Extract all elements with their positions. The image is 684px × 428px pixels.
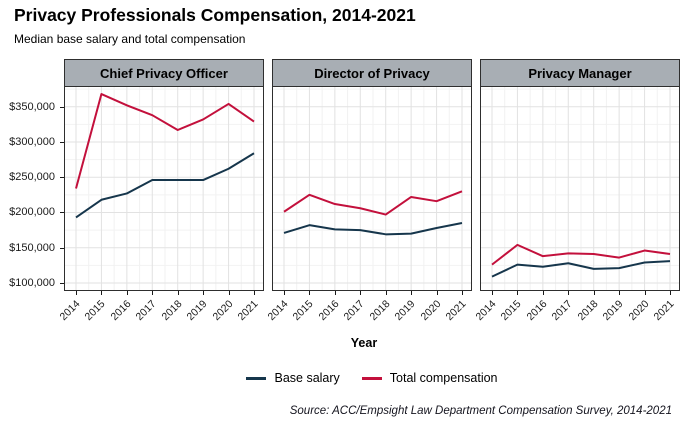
legend-label-total-compensation: Total compensation — [389, 371, 498, 385]
plot-svg — [65, 87, 263, 290]
x-tick-label: 2020 — [626, 298, 652, 324]
facet-strip-privacy-manager: Privacy Manager — [480, 59, 680, 87]
chart-subtitle: Median base salary and total compensatio… — [14, 32, 246, 46]
base-salary-line — [491, 260, 671, 278]
base-salary-line — [283, 222, 463, 236]
y-tick-mark — [60, 282, 64, 284]
x-tick-label: 2020 — [418, 298, 444, 324]
x-tick-mark — [568, 291, 570, 295]
x-tick-label: 2019 — [600, 298, 626, 324]
x-tick-label: 2018 — [159, 298, 185, 324]
x-tick-mark — [644, 291, 646, 295]
y-axis: $100,000 $150,000 $200,000 $250,000 $300,000… — [0, 59, 64, 349]
source-caption: Source: ACC/Empsight Law Department Comp… — [289, 405, 672, 417]
total-compensation-line — [75, 93, 255, 189]
plot-area — [64, 86, 264, 291]
total-compensation-line — [491, 243, 671, 266]
x-tick-mark — [619, 291, 621, 295]
x-tick-label: 2018 — [367, 298, 393, 324]
x-tick-label: 2019 — [184, 298, 210, 324]
x-tick-mark — [152, 291, 154, 295]
x-tick-label: 2017 — [133, 298, 159, 324]
x-tick-mark — [334, 291, 336, 295]
base-salary-line — [75, 152, 255, 219]
x-tick-mark — [101, 291, 103, 295]
x-tick-mark — [462, 291, 463, 295]
y-tick-label: $100,000 — [9, 276, 55, 289]
x-axis-title: Year — [350, 336, 378, 350]
chart-title: Privacy Professionals Compensation, 2014… — [14, 5, 416, 25]
x-tick-label: 2020 — [210, 298, 236, 324]
x-tick-label: 2018 — [575, 298, 601, 324]
facet-strip-chief-privacy-officer: Chief Privacy Officer — [64, 59, 264, 87]
x-tick-label: 2016 — [524, 298, 550, 324]
x-tick-mark — [517, 291, 519, 295]
y-tick-label: $350,000 — [9, 100, 55, 113]
y-tick-label: $150,000 — [9, 241, 55, 254]
legend: Base salary Total compensation — [64, 371, 680, 385]
x-tick-mark — [177, 291, 179, 295]
legend-label-base-salary: Base salary — [274, 371, 340, 385]
chart-area: $100,000 $150,000 $200,000 $250,000 $300,000… — [0, 59, 684, 349]
x-tick-mark — [309, 291, 311, 295]
x-tick-mark — [411, 291, 413, 295]
y-tick-mark — [60, 106, 64, 108]
facet-panel-privacy-manager: Privacy Manager 2014 2015 2016 2017 2018 2019 2… — [473, 59, 680, 323]
x-tick-mark — [284, 291, 285, 295]
x-tick-label: 2017 — [549, 298, 575, 324]
facet-strip-director-of-privacy: Director of Privacy — [272, 59, 472, 87]
x-tick-mark — [203, 291, 205, 295]
legend-item-total-compensation: Total compensation — [361, 371, 498, 385]
facet-panel-director-of-privacy: Director of Privacy 2014 2015 2016 2017 2018 2… — [265, 59, 472, 323]
x-tick-mark — [228, 291, 230, 295]
x-tick-mark — [385, 291, 387, 295]
y-tick-mark — [60, 177, 64, 179]
base-salary-line-swatch — [246, 376, 267, 380]
facet-panels: Chief Privacy Officer 2014 2015 2016 2017 201… — [57, 59, 680, 323]
facet-panel-chief-privacy-officer: Chief Privacy Officer 2014 2015 2016 2017 201… — [57, 59, 264, 323]
x-tick-label: 2016 — [316, 298, 342, 324]
total-compensation-line — [283, 190, 463, 216]
x-tick-mark — [436, 291, 438, 295]
y-tick-mark — [60, 212, 64, 214]
y-tick-label: $250,000 — [9, 171, 55, 184]
y-tick-label: $200,000 — [9, 206, 55, 219]
x-tick-label: 2017 — [341, 298, 367, 324]
x-tick-label: 2019 — [392, 298, 418, 324]
x-tick-label: 2016 — [108, 298, 134, 324]
x-tick-mark — [126, 291, 128, 295]
legend-item-base-salary: Base salary — [246, 371, 340, 385]
plot-svg — [481, 87, 679, 290]
x-tick-label: 2015 — [498, 298, 524, 324]
y-tick-mark — [60, 247, 64, 249]
x-tick-mark — [360, 291, 362, 295]
x-tick-label: 2015 — [290, 298, 316, 324]
x-tick-mark — [254, 291, 255, 295]
x-tick-mark — [670, 291, 671, 295]
x-tick-mark — [76, 291, 77, 295]
plot-area — [272, 86, 472, 291]
x-tick-label: 2015 — [82, 298, 108, 324]
plot-area — [480, 86, 680, 291]
y-tick-label: $300,000 — [9, 135, 55, 148]
x-tick-mark — [593, 291, 595, 295]
y-tick-mark — [60, 141, 64, 143]
total-compensation-line-swatch — [361, 376, 382, 380]
x-tick-mark — [492, 291, 493, 295]
plot-svg — [273, 87, 471, 290]
x-tick-mark — [542, 291, 544, 295]
